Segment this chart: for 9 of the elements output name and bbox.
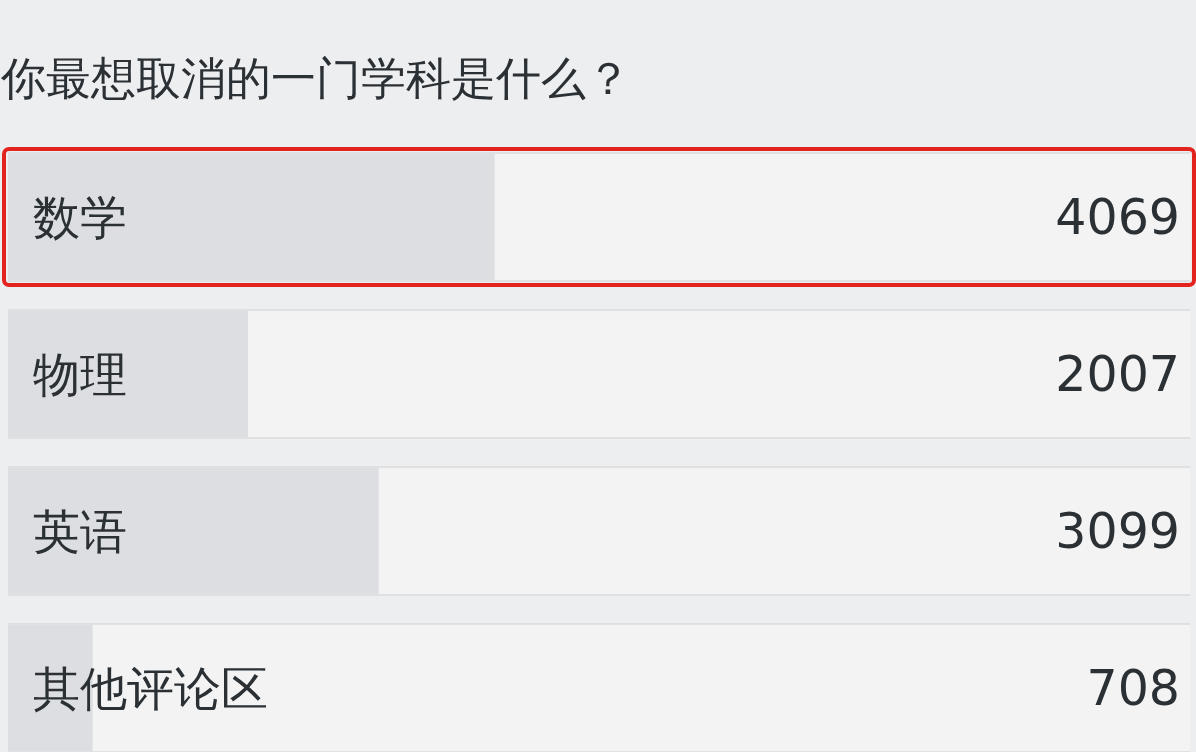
y-tick-label: 数学 (33, 190, 127, 245)
y-tick-label: 英语 (33, 504, 127, 559)
data-label: 3099 (1055, 503, 1180, 560)
chart-title: 你最想取消的一门学科是什么？ (0, 52, 631, 105)
y-tick-label: 其他评论区 (33, 661, 268, 716)
data-label: 2007 (1055, 346, 1180, 403)
y-tick-label: 物理 (33, 347, 127, 402)
data-label: 4069 (1055, 189, 1180, 246)
data-label: 708 (1086, 660, 1180, 717)
